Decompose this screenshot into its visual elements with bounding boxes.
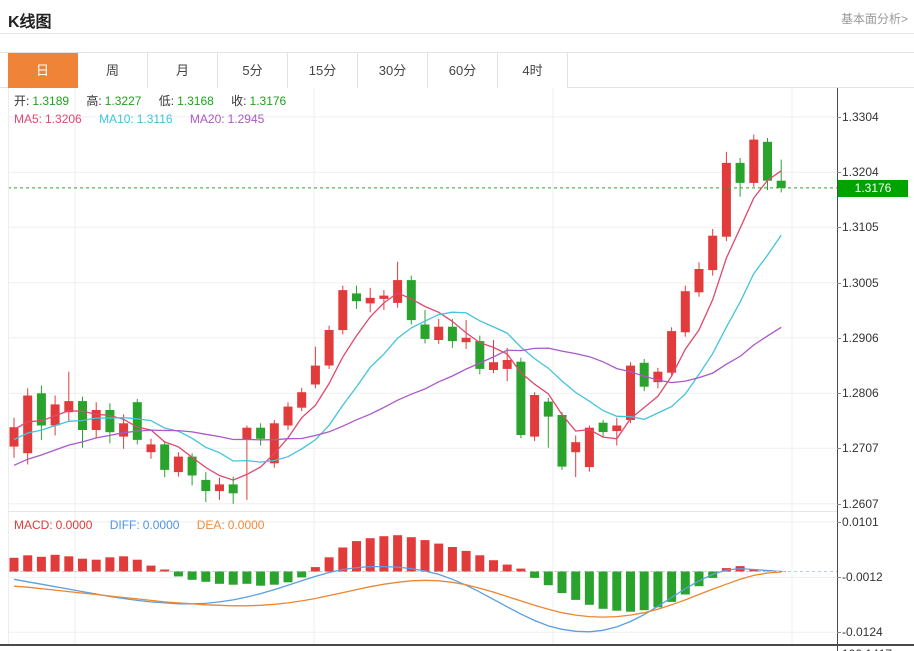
low-value: 1.3168: [177, 94, 214, 108]
interval-tab-bar: 日 周 月 5分 15分 30分 60分 4时: [0, 52, 914, 88]
macd-chart-svg[interactable]: [8, 511, 837, 644]
tab-5min[interactable]: 5分: [218, 53, 288, 88]
y-axis-tick: [837, 227, 841, 228]
ohlc-legend: 开: 1.3189 高: 1.3227 低: 1.3168 收: 1.3176: [14, 92, 289, 109]
dea-label: DEA:: [196, 518, 225, 532]
macd-label: MACD:: [14, 518, 53, 532]
y-axis-label: 1.2906: [842, 331, 879, 345]
panel-separator: [8, 511, 837, 512]
y-axis-label: 0.0101: [842, 515, 879, 529]
tab-15min[interactable]: 15分: [288, 53, 358, 88]
diff-value: 0.0000: [142, 518, 180, 532]
y-axis-tick: [837, 504, 841, 505]
y-axis-tick: [837, 338, 841, 339]
fundamental-analysis-link[interactable]: 基本面分析>: [840, 12, 908, 26]
current-price-badge: 1.3176: [838, 180, 908, 197]
y-axis-label: 1.3005: [842, 276, 879, 290]
y-axis-label: 1.2707: [842, 441, 879, 455]
high-label: 高:: [86, 94, 102, 108]
tab-month[interactable]: 月: [148, 53, 218, 88]
ma20-label: MA20:: [189, 112, 225, 126]
macd-value: 0.0000: [55, 518, 93, 532]
tab-60min[interactable]: 60分: [428, 53, 498, 88]
y-axis-tick: [837, 448, 841, 449]
tab-4hour[interactable]: 4时: [498, 53, 568, 88]
candlestick-chart-svg[interactable]: [8, 88, 837, 511]
chart-region: 开: 1.3189 高: 1.3227 低: 1.3168 收: 1.3176 MA5:…: [0, 88, 914, 651]
y-axis-tick: [837, 117, 841, 118]
open-value: 1.3189: [32, 94, 70, 108]
open-label: 开:: [14, 94, 30, 108]
y-axis-label: 1.3105: [842, 220, 879, 234]
y-axis-label: 1.2806: [842, 386, 879, 400]
ma-legend: MA5: 1.3206 MA10: 1.3116 MA20: 1.2945: [14, 112, 267, 126]
ma10-label: MA10:: [99, 112, 134, 126]
y-axis-label: 1.3304: [842, 110, 879, 124]
diff-label: DIFF:: [109, 518, 140, 532]
ma10-value: 1.3116: [136, 112, 173, 126]
tab-week[interactable]: 周: [78, 53, 148, 88]
bottom-panel-separator: [0, 644, 914, 646]
plot-left-border: [8, 88, 9, 644]
ma5-value: 1.3206: [45, 112, 82, 126]
dea-value: 0.0000: [227, 518, 265, 532]
close-value: 1.3176: [249, 94, 287, 108]
title-divider: [0, 33, 914, 34]
y-axis-label: -0.0012: [842, 570, 883, 584]
y-axis-tick: [837, 522, 841, 523]
y-axis-tick: [837, 577, 841, 578]
y-axis-label: 1.3204: [842, 165, 879, 179]
ma20-value: 1.2945: [227, 112, 265, 126]
ma5-label: MA5:: [14, 112, 43, 126]
high-value: 1.3227: [104, 94, 142, 108]
next-panel-clipped-label: 100.1417: [842, 647, 892, 651]
y-axis-line: [837, 88, 838, 651]
y-axis-tick: [837, 283, 841, 284]
low-label: 低:: [158, 94, 175, 108]
close-label: 收:: [231, 94, 247, 108]
y-axis-tick: [837, 172, 841, 173]
page-title: K线图: [8, 14, 52, 31]
y-axis-label: -0.0124: [842, 625, 883, 639]
y-axis-label: 1.2607: [842, 497, 879, 511]
tab-30min[interactable]: 30分: [358, 53, 428, 88]
y-axis-tick: [837, 632, 841, 633]
tab-day[interactable]: 日: [8, 53, 78, 88]
macd-legend: MACD: 0.0000 DIFF: 0.0000 DEA: 0.0000: [14, 518, 267, 532]
y-axis-tick: [837, 393, 841, 394]
